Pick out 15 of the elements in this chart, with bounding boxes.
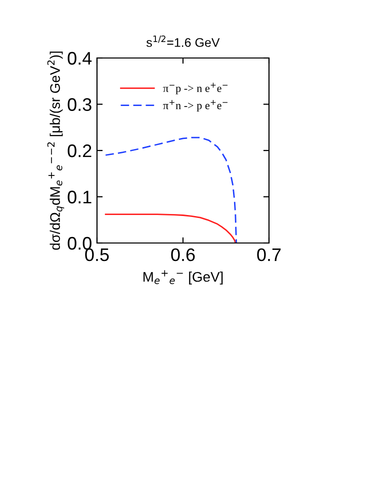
legend-label: π$^{−}$p -> n e$^{+}$e$^{−}$ [163,82,228,94]
x-axis-title: M$_{e}$$^{+}$$_{e}$$^{−}$ [GeV] [144,270,223,285]
line-series [104,214,236,243]
x-tick-label: 0.6 [171,248,195,262]
y-tick-label: 0.0 [68,236,92,250]
y-tick-label: 0.3 [68,98,92,111]
legend-label: π$^{+}$n -> p e$^{+}$e$^{−}$ [163,100,228,112]
x-tick-label: 0.7 [257,248,281,262]
chart-title: s$^{1/2}$=1.6 GeV [146,36,220,47]
y-tick-label: 0.4 [68,52,92,65]
y-tick-label: 0.2 [68,144,92,158]
line-series [104,136,238,243]
x-tick-label: 0.5 [85,248,109,262]
y-tick-label: 0.1 [68,190,92,204]
text: dσ/dΩ$_{q}$dM$_{e}$$^{+}$$_{e}$$^{−−2}$ [μb/(sr GeV$^{2}$)] [47,52,64,250]
